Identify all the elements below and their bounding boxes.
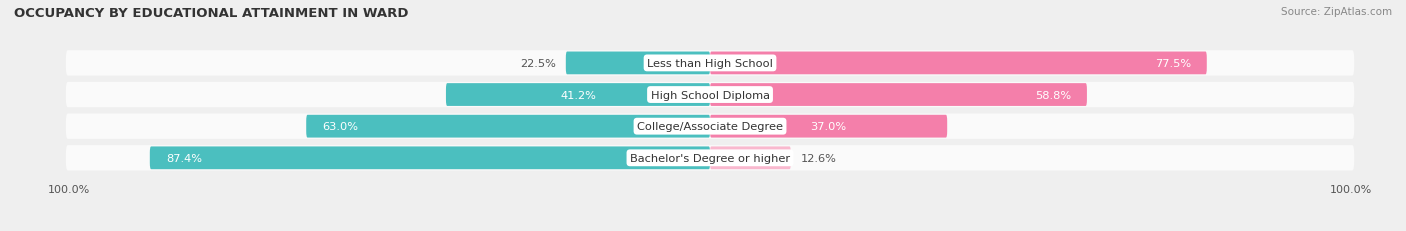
FancyBboxPatch shape — [710, 115, 948, 138]
Text: 37.0%: 37.0% — [810, 122, 846, 132]
FancyBboxPatch shape — [66, 82, 1354, 108]
FancyBboxPatch shape — [446, 84, 710, 106]
FancyBboxPatch shape — [66, 114, 1354, 139]
Text: Bachelor's Degree or higher: Bachelor's Degree or higher — [630, 153, 790, 163]
Text: High School Diploma: High School Diploma — [651, 90, 769, 100]
Text: 77.5%: 77.5% — [1154, 59, 1191, 69]
Text: 87.4%: 87.4% — [166, 153, 202, 163]
FancyBboxPatch shape — [710, 147, 790, 170]
Text: Less than High School: Less than High School — [647, 59, 773, 69]
FancyBboxPatch shape — [150, 147, 710, 170]
Text: Source: ZipAtlas.com: Source: ZipAtlas.com — [1281, 7, 1392, 17]
FancyBboxPatch shape — [307, 115, 710, 138]
Text: 22.5%: 22.5% — [520, 59, 557, 69]
FancyBboxPatch shape — [710, 52, 1206, 75]
Text: 12.6%: 12.6% — [800, 153, 837, 163]
Text: College/Associate Degree: College/Associate Degree — [637, 122, 783, 132]
FancyBboxPatch shape — [565, 52, 710, 75]
FancyBboxPatch shape — [710, 84, 1087, 106]
Text: 58.8%: 58.8% — [1035, 90, 1071, 100]
Text: 41.2%: 41.2% — [560, 90, 596, 100]
FancyBboxPatch shape — [66, 51, 1354, 76]
Text: 63.0%: 63.0% — [322, 122, 359, 132]
FancyBboxPatch shape — [66, 146, 1354, 171]
Text: OCCUPANCY BY EDUCATIONAL ATTAINMENT IN WARD: OCCUPANCY BY EDUCATIONAL ATTAINMENT IN W… — [14, 7, 409, 20]
